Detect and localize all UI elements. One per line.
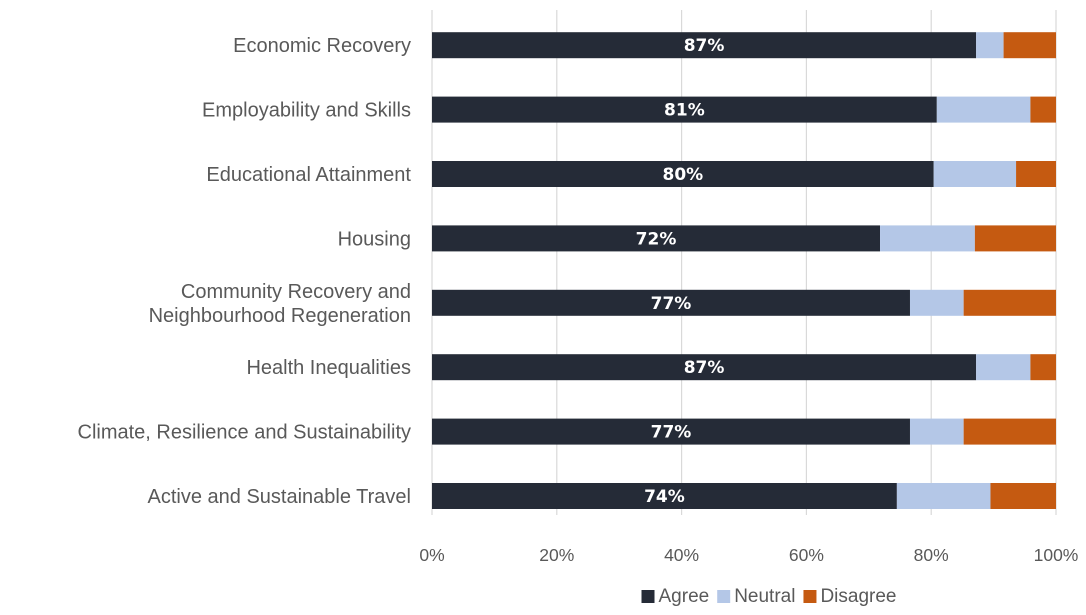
x-tick-label: 80%: [914, 545, 949, 565]
data-label: 72%: [636, 229, 677, 249]
x-tick-label: 100%: [1034, 545, 1079, 565]
bar-segment-agree: [432, 354, 977, 381]
data-label: 74%: [644, 487, 685, 507]
bar-row: 81%: [432, 96, 1056, 123]
bar-segment-neutral: [896, 483, 991, 509]
bar-segment-disagree: [1030, 354, 1056, 381]
bar-segment-neutral: [936, 96, 1031, 123]
bar-segment-agree: [432, 96, 937, 123]
bar-segment-neutral: [976, 32, 1004, 59]
category-label: Active and Sustainable Travel: [148, 486, 412, 508]
data-label: 87%: [684, 36, 725, 56]
bar-segment-disagree: [1003, 32, 1056, 59]
data-label: 80%: [662, 165, 703, 185]
category-label: Housing: [338, 228, 411, 250]
bar-segment-neutral: [933, 161, 1017, 187]
x-tick-label: 40%: [664, 545, 699, 565]
bar-row: 87%: [432, 32, 1056, 59]
bar-segment-disagree: [974, 225, 1056, 252]
category-labels: Economic Recovery Employability and Skill…: [78, 35, 412, 508]
x-axis-tick-labels: 0% 20% 40% 60% 80% 100%: [419, 545, 1078, 565]
bar-row: 72%: [432, 225, 1056, 252]
category-label: Climate, Resilience and Sustainability: [78, 422, 412, 444]
legend-label: Disagree: [820, 586, 896, 607]
bar-segment-agree: [432, 289, 910, 316]
legend-item: Disagree: [803, 586, 897, 607]
legend-swatch: [717, 590, 731, 603]
data-label: 77%: [651, 294, 692, 314]
bar-segment-disagree: [990, 483, 1056, 509]
bars: 87% 81% 80% 72% 77% 87% 77% 74%: [432, 32, 1056, 509]
category-label: Health Inequalities: [246, 357, 411, 379]
bar-row: 77%: [432, 289, 1056, 316]
bar-row: 77%: [432, 418, 1056, 445]
legend-item: Agree: [641, 586, 710, 607]
legend-label: Agree: [659, 586, 710, 607]
bar-segment-agree: [432, 483, 897, 509]
bar-segment-agree: [432, 225, 881, 252]
data-label: 81%: [664, 101, 705, 121]
x-tick-label: 20%: [539, 545, 574, 565]
bar-row: 87%: [432, 354, 1056, 381]
bar-segment-agree: [432, 161, 934, 187]
legend-swatch: [803, 590, 817, 603]
x-tick-label: 60%: [789, 545, 824, 565]
bar-segment-disagree: [963, 418, 1056, 445]
x-tick-label: 0%: [419, 545, 444, 565]
bar-segment-agree: [432, 32, 977, 59]
legend-label: Neutral: [734, 586, 795, 607]
bar-segment-disagree: [963, 289, 1056, 316]
data-label: 87%: [684, 358, 725, 378]
category-label: Educational Attainment: [206, 164, 411, 186]
legend-item: Neutral: [717, 586, 795, 607]
bar-segment-agree: [432, 418, 910, 445]
bar-segment-neutral: [909, 418, 964, 445]
bar-segment-neutral: [976, 354, 1031, 381]
category-label: Economic Recovery: [233, 35, 411, 57]
legend: Agree Neutral Disagree: [641, 586, 897, 607]
legend-swatch: [641, 590, 655, 603]
category-label: Community Recovery and Neighbourhood Rege…: [149, 281, 411, 327]
data-label: 77%: [651, 423, 692, 443]
bar-segment-disagree: [1030, 96, 1056, 123]
category-label: Employability and Skills: [202, 100, 411, 122]
bar-segment-disagree: [1016, 161, 1056, 187]
bar-row: 80%: [432, 161, 1056, 187]
bar-segment-neutral: [909, 289, 964, 316]
bar-segment-neutral: [880, 225, 975, 252]
bar-row: 74%: [432, 483, 1056, 509]
